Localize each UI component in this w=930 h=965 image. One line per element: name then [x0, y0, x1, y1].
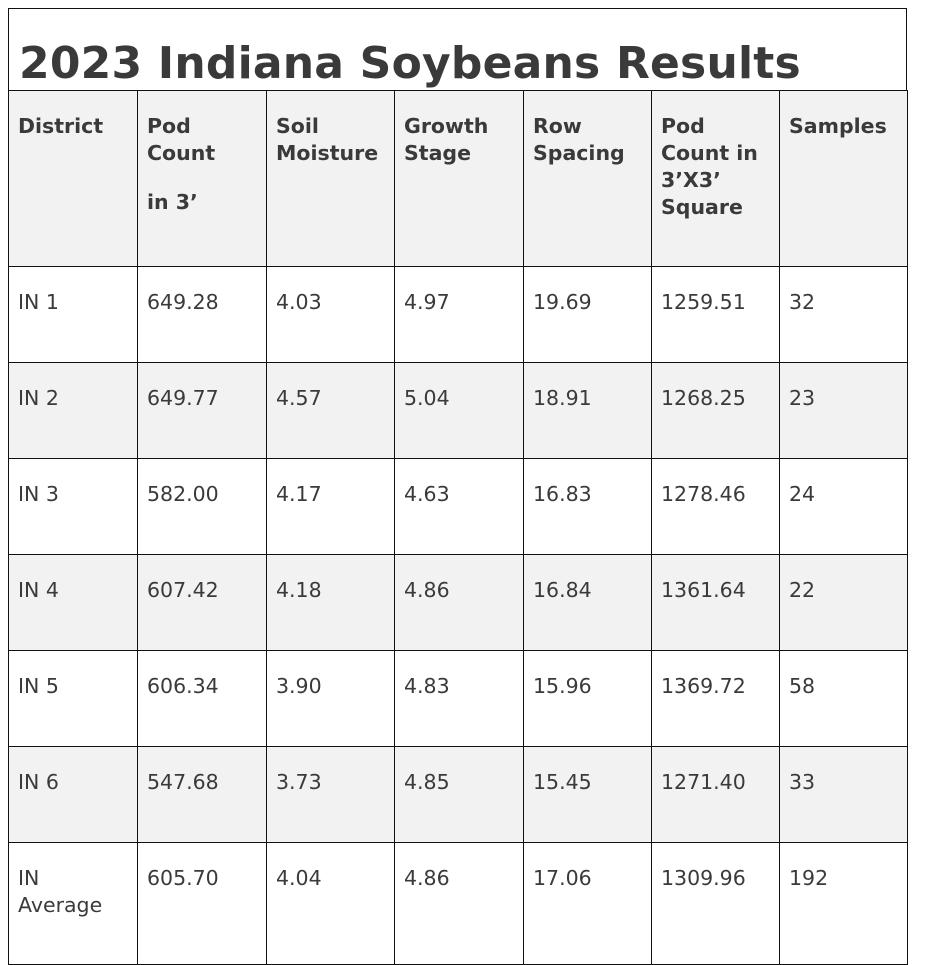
cell-district: IN 6: [8, 746, 138, 843]
cell-pod-count: 607.42: [137, 554, 267, 651]
cell-soil-moisture: 3.90: [266, 650, 395, 747]
cell-growth-stage: 4.97: [394, 266, 524, 363]
header-row-spacing: Row Spacing: [523, 90, 652, 267]
cell-pod-count: 605.70: [137, 842, 267, 965]
cell-soil-moisture: 4.17: [266, 458, 395, 555]
table-row: IN 2 649.77 4.57 5.04 18.91 1268.25 23: [8, 362, 908, 459]
table-header-row: District Pod Count in 3’ Soil Moisture G…: [8, 90, 908, 267]
cell-pod-count-square: 1268.25: [651, 362, 780, 459]
table-row: IN 3 582.00 4.17 4.63 16.83 1278.46 24: [8, 458, 908, 555]
cell-growth-stage: 4.83: [394, 650, 524, 747]
cell-soil-moisture: 4.04: [266, 842, 395, 965]
table-row: IN 1 649.28 4.03 4.97 19.69 1259.51 32: [8, 266, 908, 363]
cell-district: IN 3: [8, 458, 138, 555]
header-growth-stage: Growth Stage: [394, 90, 524, 267]
cell-pod-count-square: 1361.64: [651, 554, 780, 651]
cell-pod-count: 649.28: [137, 266, 267, 363]
header-samples: Samples: [779, 90, 908, 267]
results-table: District Pod Count in 3’ Soil Moisture G…: [8, 90, 908, 965]
cell-growth-stage: 5.04: [394, 362, 524, 459]
cell-samples: 23: [779, 362, 908, 459]
cell-district: IN 1: [8, 266, 138, 363]
cell-row-spacing: 18.91: [523, 362, 652, 459]
cell-row-spacing: 19.69: [523, 266, 652, 363]
cell-row-spacing: 15.45: [523, 746, 652, 843]
header-district: District: [8, 90, 138, 267]
cell-pod-count-square: 1369.72: [651, 650, 780, 747]
header-pod-count-in-3ft: Pod Count in 3’: [137, 90, 267, 267]
cell-pod-count-square: 1271.40: [651, 746, 780, 843]
cell-row-spacing: 15.96: [523, 650, 652, 747]
cell-pod-count: 582.00: [137, 458, 267, 555]
cell-soil-moisture: 4.03: [266, 266, 395, 363]
cell-row-spacing: 16.84: [523, 554, 652, 651]
cell-district: IN 2: [8, 362, 138, 459]
table-row: IN 4 607.42 4.18 4.86 16.84 1361.64 22: [8, 554, 908, 651]
cell-pod-count-square: 1259.51: [651, 266, 780, 363]
cell-row-spacing: 17.06: [523, 842, 652, 965]
cell-soil-moisture: 3.73: [266, 746, 395, 843]
cell-samples: 58: [779, 650, 908, 747]
cell-samples: 32: [779, 266, 908, 363]
cell-row-spacing: 16.83: [523, 458, 652, 555]
cell-soil-moisture: 4.57: [266, 362, 395, 459]
cell-pod-count: 606.34: [137, 650, 267, 747]
table-row-average: IN Average 605.70 4.04 4.86 17.06 1309.9…: [8, 842, 908, 965]
cell-district: IN Average: [8, 842, 138, 965]
cell-district: IN 4: [8, 554, 138, 651]
cell-samples: 192: [779, 842, 908, 965]
cell-district: IN 5: [8, 650, 138, 747]
cell-growth-stage: 4.85: [394, 746, 524, 843]
header-soil-moisture: Soil Moisture: [266, 90, 395, 267]
cell-pod-count-square: 1309.96: [651, 842, 780, 965]
table-row: IN 6 547.68 3.73 4.85 15.45 1271.40 33: [8, 746, 908, 843]
cell-samples: 33: [779, 746, 908, 843]
cell-pod-count: 649.77: [137, 362, 267, 459]
cell-pod-count-square: 1278.46: [651, 458, 780, 555]
cell-growth-stage: 4.63: [394, 458, 524, 555]
cell-growth-stage: 4.86: [394, 554, 524, 651]
results-table-container: 2023 Indiana Soybeans Results District P…: [8, 8, 908, 965]
cell-samples: 22: [779, 554, 908, 651]
cell-pod-count: 547.68: [137, 746, 267, 843]
header-line-gap: [147, 167, 258, 189]
header-pod-count-3x3-square: Pod Count in 3’X3’ Square: [651, 90, 780, 267]
cell-samples: 24: [779, 458, 908, 555]
cell-growth-stage: 4.86: [394, 842, 524, 965]
table-row: IN 5 606.34 3.90 4.83 15.96 1369.72 58: [8, 650, 908, 747]
page-title: 2023 Indiana Soybeans Results: [19, 38, 801, 89]
cell-soil-moisture: 4.18: [266, 554, 395, 651]
